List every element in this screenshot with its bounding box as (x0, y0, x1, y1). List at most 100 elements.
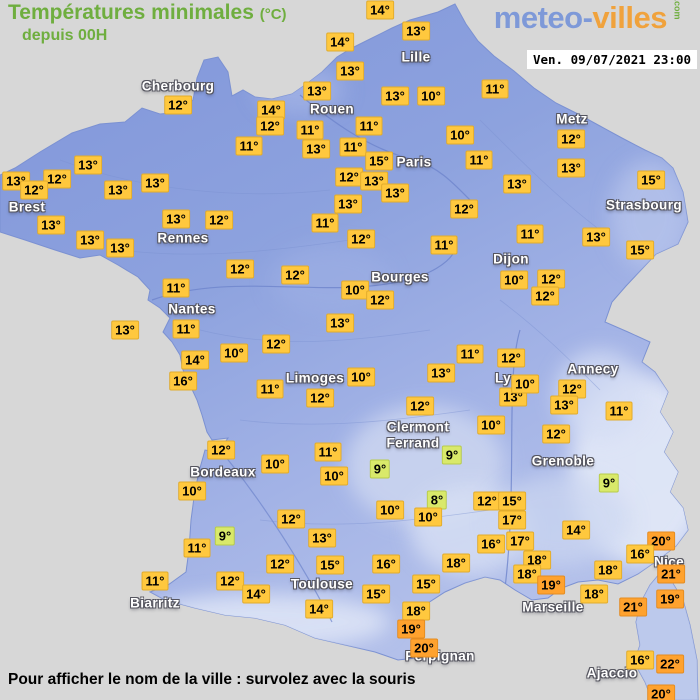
temp-badge[interactable]: 11° (355, 116, 383, 136)
temp-badge[interactable]: 12° (473, 491, 501, 511)
temp-badge[interactable]: 12° (306, 388, 334, 408)
temp-badge[interactable]: 11° (314, 442, 342, 462)
temp-badge[interactable]: 13° (381, 183, 409, 203)
temp-badge[interactable]: 11° (516, 224, 544, 244)
temp-badge[interactable]: 9° (598, 473, 620, 493)
temp-badge[interactable]: 13° (326, 313, 354, 333)
temp-badge[interactable]: 12° (366, 290, 394, 310)
temp-badge[interactable]: 11° (456, 344, 484, 364)
temp-badge[interactable]: 10° (341, 280, 369, 300)
temp-badge[interactable]: 12° (207, 440, 235, 460)
temp-badge[interactable]: 13° (381, 86, 409, 106)
meteo-villes-logo[interactable]: meteo-villes .com (494, 0, 688, 36)
temp-badge[interactable]: 13° (37, 215, 65, 235)
temp-badge[interactable]: 13° (141, 173, 169, 193)
temp-badge[interactable]: 12° (335, 167, 363, 187)
temp-badge[interactable]: 13° (427, 363, 455, 383)
temp-badge[interactable]: 11° (465, 150, 493, 170)
temp-badge[interactable]: 10° (261, 454, 289, 474)
temp-badge[interactable]: 11° (481, 79, 509, 99)
temp-badge[interactable]: 21° (657, 564, 685, 584)
temp-badge[interactable]: 16° (372, 554, 400, 574)
temp-badge[interactable]: 19° (537, 575, 565, 595)
temp-badge[interactable]: 13° (503, 174, 531, 194)
temp-badge[interactable]: 10° (477, 415, 505, 435)
temp-badge[interactable]: 20° (647, 531, 675, 551)
temp-badge[interactable]: 12° (256, 116, 284, 136)
temp-badge[interactable]: 9° (441, 445, 463, 465)
temp-badge[interactable]: 13° (360, 171, 388, 191)
temp-badge[interactable]: 10° (347, 367, 375, 387)
temp-badge[interactable]: 10° (414, 507, 442, 527)
temp-badge[interactable]: 12° (216, 571, 244, 591)
temp-badge[interactable]: 14° (305, 599, 333, 619)
temp-badge[interactable]: 19° (397, 619, 425, 639)
temp-badge[interactable]: 15° (316, 555, 344, 575)
temp-badge[interactable]: 18° (594, 560, 622, 580)
temp-badge[interactable]: 12° (20, 180, 48, 200)
temp-badge[interactable]: 13° (104, 180, 132, 200)
temp-badge[interactable]: 13° (111, 320, 139, 340)
temp-badge[interactable]: 15° (362, 584, 390, 604)
temp-badge[interactable]: 15° (626, 240, 654, 260)
temp-badge[interactable]: 10° (320, 466, 348, 486)
temp-badge[interactable]: 10° (511, 374, 539, 394)
temp-badge[interactable]: 17° (506, 531, 534, 551)
temp-badge[interactable]: 10° (417, 86, 445, 106)
temp-badge[interactable]: 13° (74, 155, 102, 175)
temp-badge[interactable]: 16° (626, 544, 654, 564)
temp-badge[interactable]: 18° (580, 584, 608, 604)
temp-badge[interactable]: 16° (169, 371, 197, 391)
temp-badge[interactable]: 10° (500, 270, 528, 290)
temp-badge[interactable]: 12° (558, 379, 586, 399)
temp-badge[interactable]: 14° (366, 0, 394, 20)
temp-badge[interactable]: 12° (406, 396, 434, 416)
temp-badge[interactable]: 11° (339, 137, 367, 157)
temp-badge[interactable]: 14° (326, 32, 354, 52)
temp-badge[interactable]: 13° (76, 230, 104, 250)
temp-badge[interactable]: 12° (262, 334, 290, 354)
temp-badge[interactable]: 13° (499, 387, 527, 407)
temp-badge[interactable]: 18° (513, 564, 541, 584)
temp-badge[interactable]: 20° (647, 684, 675, 700)
temp-badge[interactable]: 11° (311, 213, 339, 233)
temp-badge[interactable]: 13° (557, 158, 585, 178)
temp-badge[interactable]: 11° (141, 571, 169, 591)
temp-badge[interactable]: 12° (450, 199, 478, 219)
temp-badge[interactable]: 12° (542, 424, 570, 444)
temp-badge[interactable]: 13° (402, 21, 430, 41)
temp-badge[interactable]: 15° (498, 491, 526, 511)
temp-badge[interactable]: 19° (656, 589, 684, 609)
temp-badge[interactable]: 12° (266, 554, 294, 574)
temp-badge[interactable]: 15° (365, 151, 393, 171)
temp-badge[interactable]: 12° (226, 259, 254, 279)
temp-badge[interactable]: 13° (162, 209, 190, 229)
temp-badge[interactable]: 9° (214, 526, 236, 546)
temp-badge[interactable]: 13° (582, 227, 610, 247)
temp-badge[interactable]: 11° (605, 401, 633, 421)
temp-badge[interactable]: 17° (498, 510, 526, 530)
temp-badge[interactable]: 21° (619, 597, 647, 617)
temp-badge[interactable]: 11° (162, 278, 190, 298)
temp-badge[interactable]: 12° (497, 348, 525, 368)
temp-badge[interactable]: 12° (557, 129, 585, 149)
temp-badge[interactable]: 11° (296, 120, 324, 140)
temp-badge[interactable]: 16° (626, 650, 654, 670)
temp-badge[interactable]: 12° (43, 169, 71, 189)
temp-badge[interactable]: 12° (537, 269, 565, 289)
temp-badge[interactable]: 11° (183, 538, 211, 558)
temp-badge[interactable]: 8° (426, 490, 448, 510)
temp-badge[interactable]: 12° (164, 95, 192, 115)
temp-badge[interactable]: 10° (446, 125, 474, 145)
temp-badge[interactable]: 20° (410, 638, 438, 658)
temp-badge[interactable]: 12° (277, 509, 305, 529)
temp-badge[interactable]: 15° (412, 574, 440, 594)
temp-badge[interactable]: 9° (369, 459, 391, 479)
temp-badge[interactable]: 13° (550, 395, 578, 415)
temp-badge[interactable]: 14° (242, 584, 270, 604)
temp-badge[interactable]: 13° (334, 194, 362, 214)
temp-badge[interactable]: 22° (656, 654, 684, 674)
temp-badge[interactable]: 11° (172, 319, 200, 339)
temp-badge[interactable]: 14° (562, 520, 590, 540)
temp-badge[interactable]: 13° (302, 139, 330, 159)
